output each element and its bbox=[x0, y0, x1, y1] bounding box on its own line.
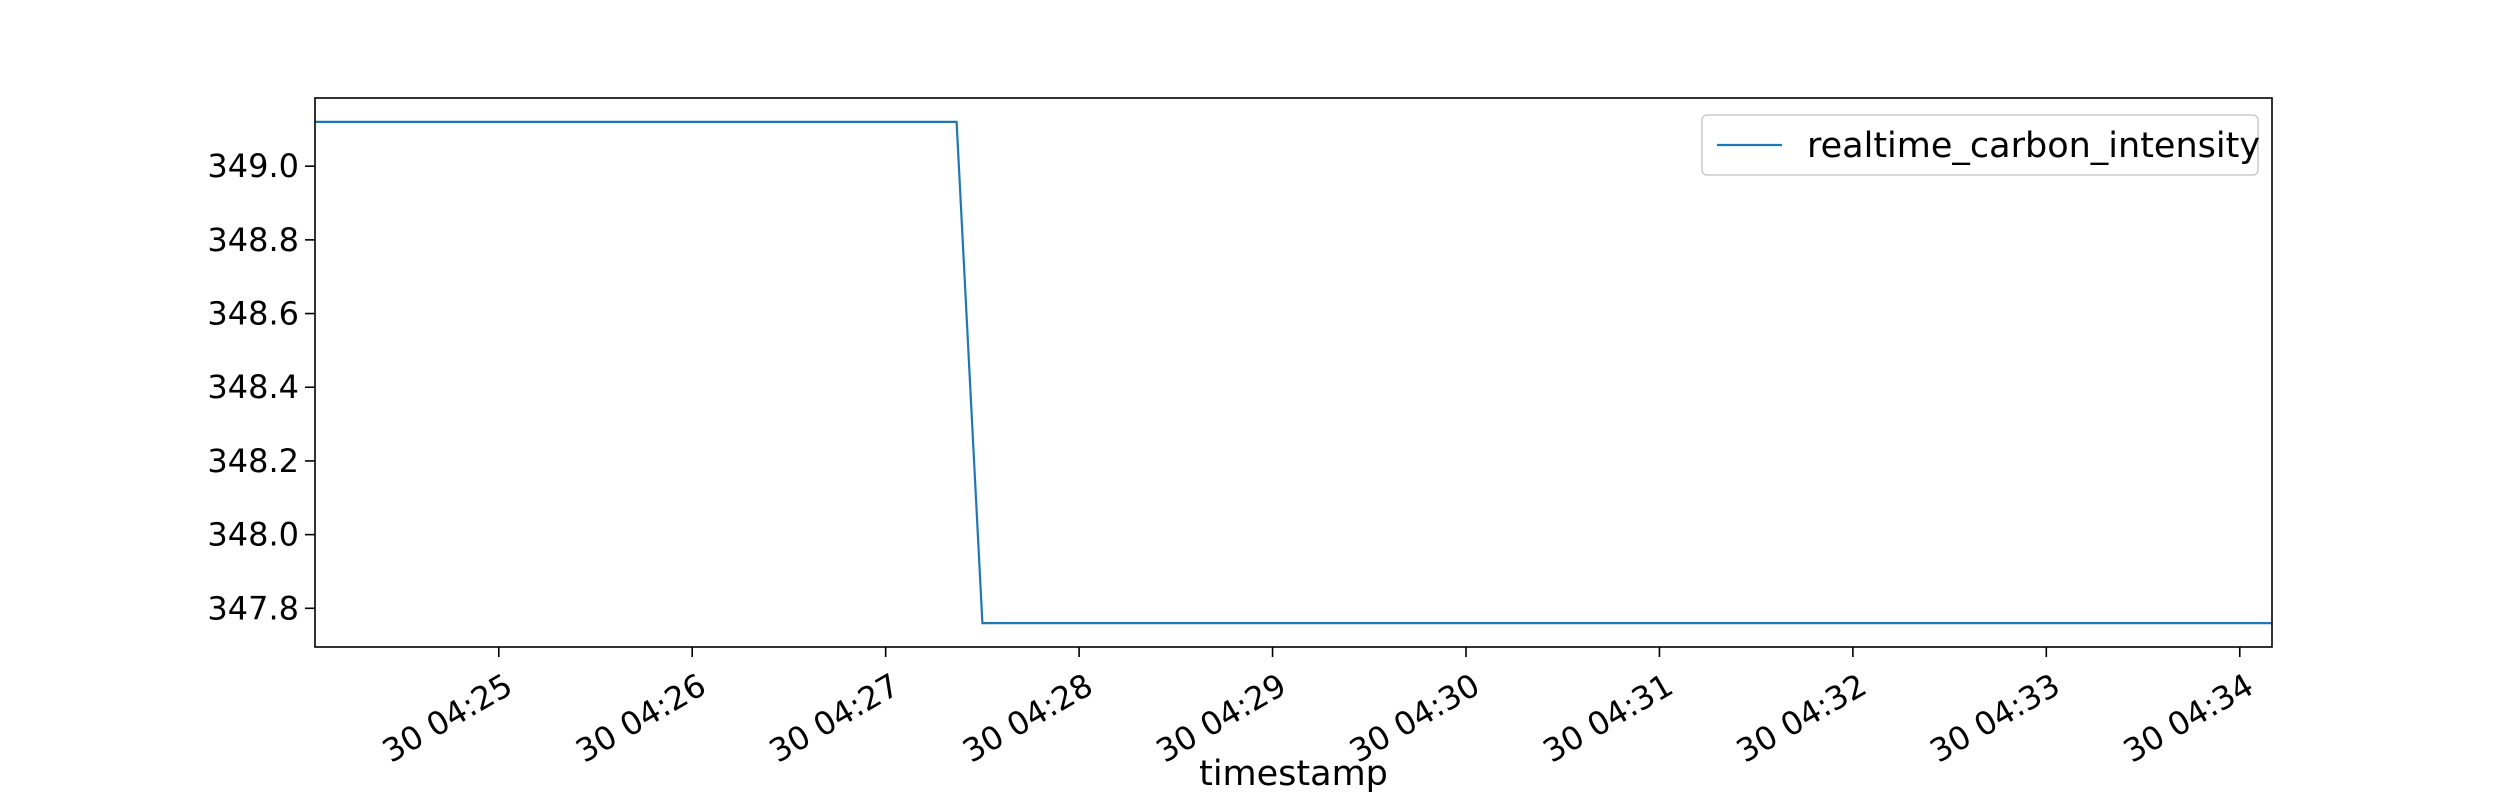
legend-entry-label: realtime_carbon_intensity bbox=[1807, 126, 2260, 166]
y-tick-label: 349.0 bbox=[207, 147, 299, 185]
plot-frame bbox=[314, 97, 2273, 648]
y-axis: 347.8 348.0 348.2 348.4 348.6 348.8 349.0 bbox=[207, 147, 315, 627]
x-tick-label: 30 04:25 bbox=[376, 666, 519, 770]
y-tick-label: 348.2 bbox=[207, 442, 299, 480]
plot-series bbox=[315, 120, 2272, 625]
x-tick-label: 30 04:33 bbox=[1923, 666, 2066, 770]
y-tick-label: 348.4 bbox=[207, 368, 299, 406]
x-tick-label: 30 04:28 bbox=[956, 666, 1099, 770]
x-tick-label: 30 04:34 bbox=[2117, 666, 2260, 770]
legend-box bbox=[1701, 114, 2259, 176]
x-tick-label: 30 04:26 bbox=[569, 666, 712, 770]
series-line-realtime-carbon-intensity bbox=[315, 120, 2272, 625]
legend: realtime_carbon_intensity bbox=[1701, 114, 2260, 176]
y-tick-label: 348.6 bbox=[207, 295, 299, 333]
y-tick-label: 348.0 bbox=[207, 516, 299, 554]
x-tick-label: 30 04:31 bbox=[1536, 666, 1679, 770]
y-tick-label: 347.8 bbox=[207, 589, 299, 627]
x-axis: 30 04:25 30 04:26 30 04:27 30 04:28 30 04:29… bbox=[376, 647, 2260, 770]
y-tick-label: 348.8 bbox=[207, 221, 299, 259]
x-tick-label: 30 04:27 bbox=[763, 666, 906, 770]
x-tick-label: 30 04:32 bbox=[1730, 666, 1873, 770]
x-axis-label: timestamp bbox=[1199, 754, 1388, 794]
